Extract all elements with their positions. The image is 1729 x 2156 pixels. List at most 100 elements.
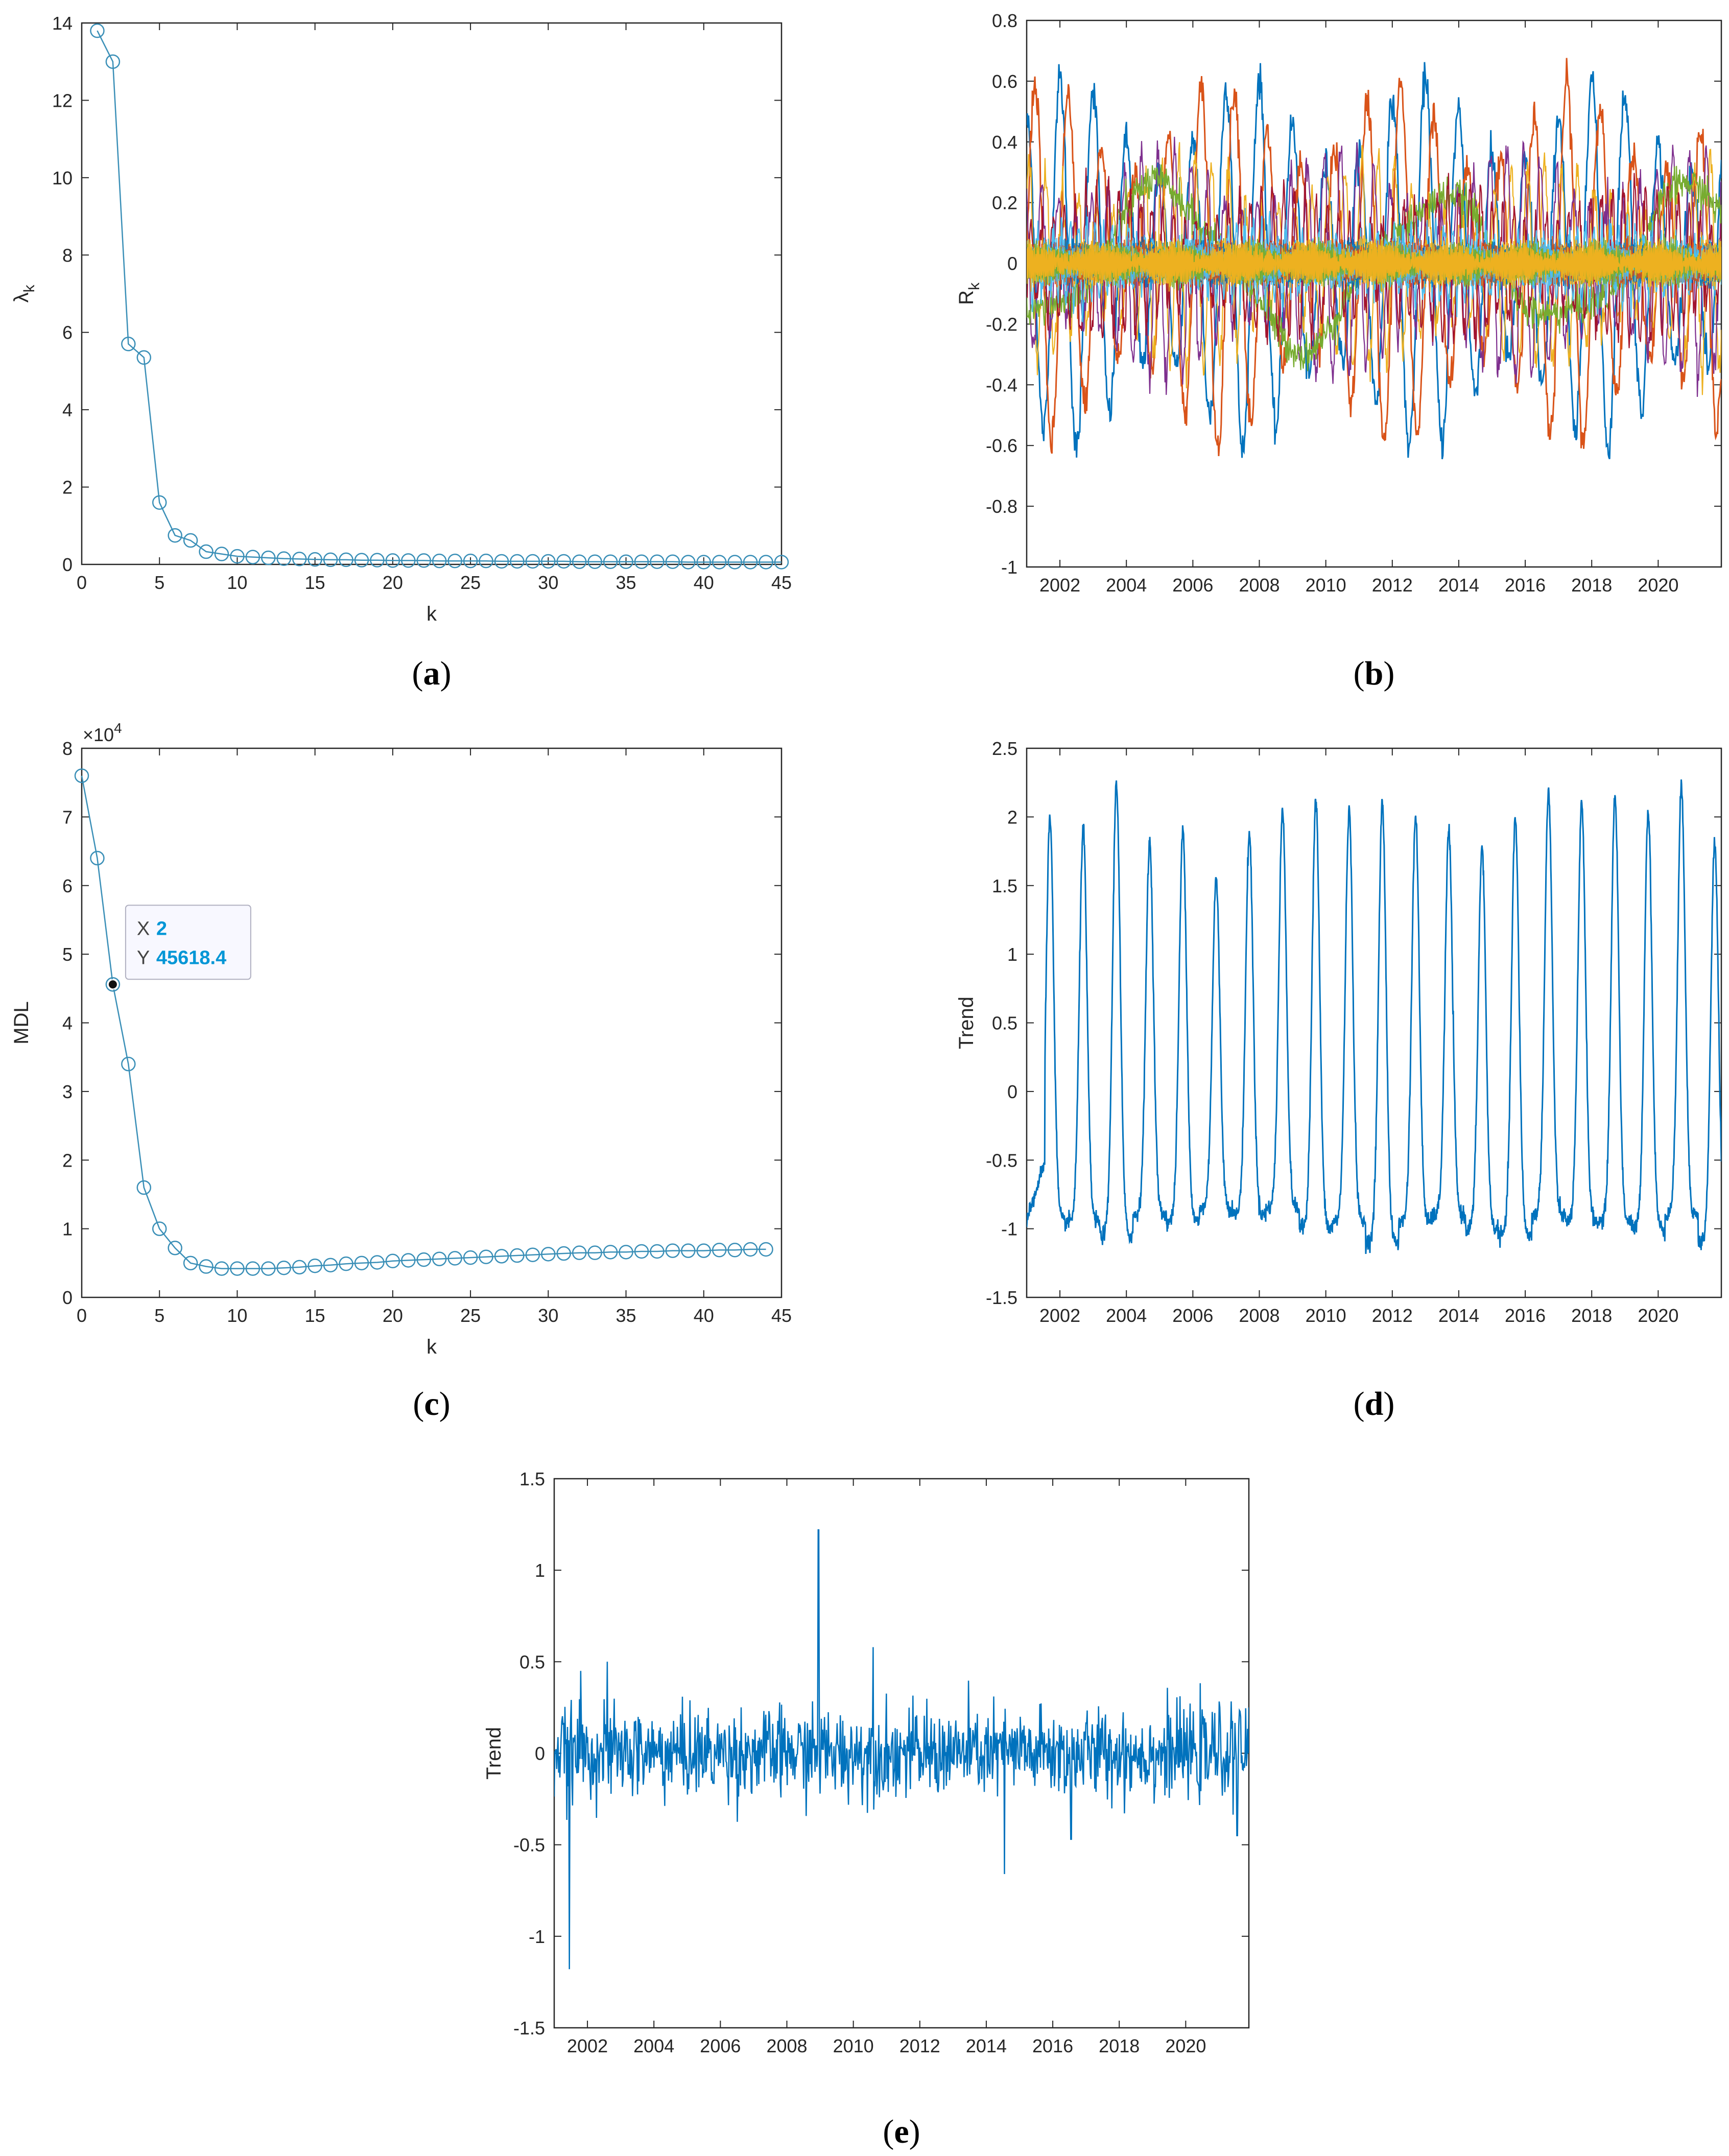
data-point <box>183 1255 198 1271</box>
x-tick-label: 2008 <box>766 2035 807 2056</box>
y-tick-label: 2 <box>1007 807 1017 827</box>
data-point <box>401 553 416 568</box>
data-point <box>650 1244 665 1259</box>
series-group <box>1027 779 1721 1254</box>
data-point <box>230 549 245 564</box>
x-tick-label: 2002 <box>1039 575 1080 596</box>
x-tick-label: 2018 <box>1571 575 1612 596</box>
series-line-R1 <box>1027 62 1721 460</box>
x-tick-label: 10 <box>227 1305 247 1326</box>
panel-b: 2002 2004 2006 2008 2010 2012 2014 2016 2018 2020… <box>955 10 1722 692</box>
data-point <box>74 768 89 783</box>
data-point <box>90 23 105 38</box>
paren-open: ( <box>883 2113 894 2150</box>
x-tick-label: 15 <box>305 1305 325 1326</box>
x-tick-label: 2004 <box>1106 575 1147 596</box>
data-point <box>696 555 712 570</box>
data-point <box>525 554 540 569</box>
data-point <box>681 555 696 570</box>
panel-letter: e <box>894 2113 909 2150</box>
data-point <box>712 555 727 570</box>
y-axis-label: MDL <box>10 1001 33 1044</box>
data-point <box>696 1243 712 1258</box>
panel-label-c: (c) <box>413 1385 450 1423</box>
data-point <box>323 552 338 567</box>
y-tick-label: 6 <box>62 875 73 896</box>
x-tick-label: 2018 <box>1571 1305 1612 1326</box>
panel-letter: b <box>1365 655 1384 692</box>
panel-letter: a <box>423 655 440 692</box>
x-tick-label: 45 <box>771 1305 792 1326</box>
x-tick-label: 35 <box>616 1305 636 1326</box>
data-point <box>727 555 742 570</box>
data-point <box>463 553 478 568</box>
x-tick-label: 2014 <box>1438 575 1479 596</box>
datatip-x-label: X <box>137 918 150 939</box>
data-point <box>432 553 447 568</box>
data-point <box>541 554 556 569</box>
panel-label-e: (e) <box>883 2113 920 2150</box>
y-tick-label: 8 <box>62 245 73 266</box>
data-point <box>416 553 432 568</box>
y-tick-label: -1 <box>1001 557 1017 578</box>
y-tick-label: 6 <box>62 322 73 343</box>
y-axis-label: Trend <box>483 1727 505 1780</box>
paren-close: ) <box>1383 1385 1394 1423</box>
x-tick-label: 25 <box>460 572 481 593</box>
data-point <box>168 1241 182 1255</box>
data-point <box>214 1261 229 1276</box>
paren-close: ) <box>1383 655 1394 692</box>
y-tick-label: 2 <box>62 477 73 498</box>
y-tick-label: 0 <box>62 554 73 575</box>
data-point <box>447 1251 462 1266</box>
x-tick-label: 2004 <box>633 2035 674 2056</box>
y-tick-label: 4 <box>62 1013 73 1034</box>
y-tick-label: 1.5 <box>992 875 1017 896</box>
data-point <box>759 1242 773 1257</box>
datatip-box <box>125 905 251 980</box>
panel-label-b: (b) <box>1354 655 1395 692</box>
x-tick-label: 2002 <box>567 2035 608 2056</box>
data-point <box>479 553 493 568</box>
y-tick-label: -0.6 <box>986 435 1017 456</box>
x-tick-label: 2012 <box>1372 575 1413 596</box>
noise-band-line <box>1027 231 1721 293</box>
y-tick-label: 0 <box>62 1287 73 1308</box>
datatip-x-value: 2 <box>156 918 167 939</box>
y-exponent-label: ×104 <box>83 720 122 745</box>
data-point <box>743 555 758 570</box>
x-tick-label: 2020 <box>1638 1305 1678 1326</box>
plot-frame <box>81 22 783 565</box>
data-point <box>510 1248 525 1263</box>
data-point <box>494 554 509 569</box>
x-tick-label: 2016 <box>1505 575 1546 596</box>
data-point <box>121 337 136 351</box>
x-tick-label: 2016 <box>1505 1305 1546 1326</box>
data-point <box>339 552 353 567</box>
x-tick-label: 2006 <box>1172 575 1213 596</box>
x-tick-label: 2004 <box>1106 1305 1147 1326</box>
data-point <box>245 1261 260 1276</box>
datatip-y-label: Y <box>137 947 150 968</box>
y-tick-label: -0.5 <box>513 1835 545 1856</box>
x-tick-label: 20 <box>383 572 403 593</box>
data-point <box>183 533 198 548</box>
y-exponent: 4 <box>114 720 122 736</box>
x-axis-label: k <box>427 1336 437 1358</box>
data-point <box>214 547 229 561</box>
data-point <box>665 1243 680 1258</box>
series-line-R4 <box>1027 136 1721 397</box>
y-tick-label: 14 <box>52 13 73 34</box>
x-tick-label: 2020 <box>1638 575 1678 596</box>
x-axis-label: k <box>427 603 437 625</box>
data-point <box>650 554 665 569</box>
y-tick-label: 12 <box>52 90 73 111</box>
x-tick-label: 30 <box>538 572 558 593</box>
series-line <box>97 30 781 563</box>
x-tick-label: 2012 <box>899 2035 940 2056</box>
y-axis-label: λk <box>10 285 38 303</box>
data-point <box>276 1260 292 1275</box>
y-tick-label: 0 <box>1007 1081 1017 1102</box>
